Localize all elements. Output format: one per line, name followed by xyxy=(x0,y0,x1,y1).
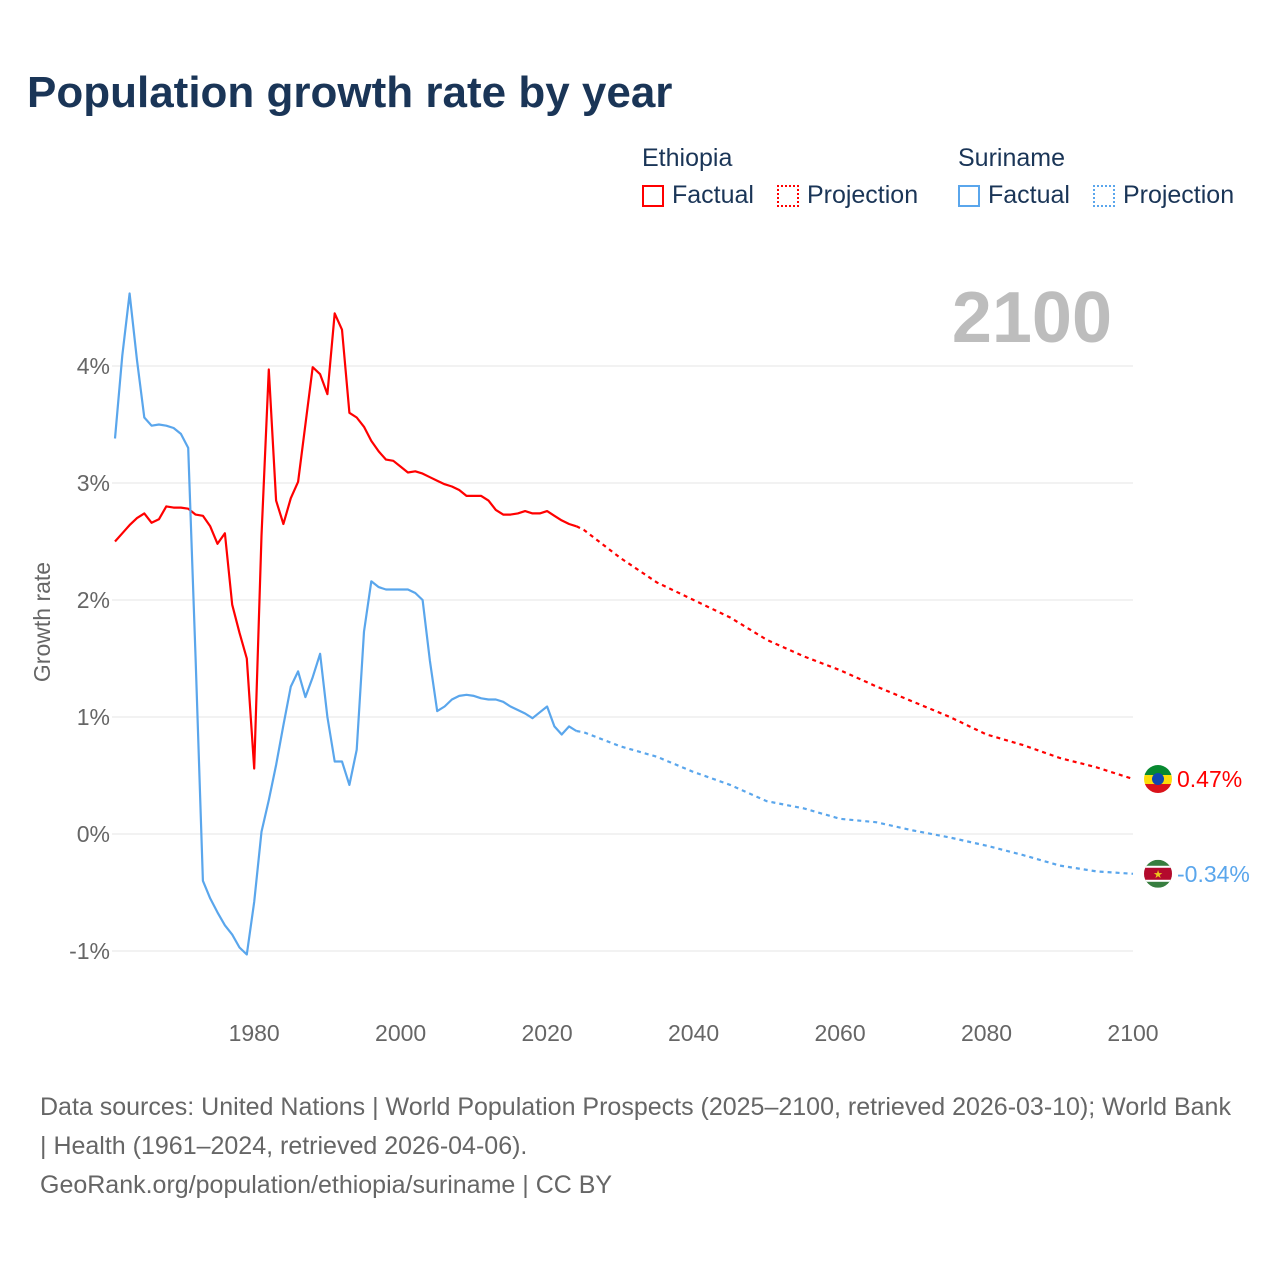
legend-label: Factual xyxy=(988,181,1070,209)
suriname-end-label: -0.34% xyxy=(1177,861,1250,887)
legend-suriname-projection[interactable]: Projection xyxy=(1092,181,1235,210)
x-tick-label: 2080 xyxy=(961,1020,1012,1046)
flag-emblem xyxy=(1152,773,1164,786)
legend-group-name: Ethiopia xyxy=(642,144,733,172)
x-tick-label: 1980 xyxy=(229,1020,280,1046)
solid-swatch-icon xyxy=(958,184,980,207)
ethiopia-end-label: 0.47% xyxy=(1177,766,1242,792)
suriname-factual-line xyxy=(113,292,577,956)
legend-ethiopia: Ethiopia Factual Projection xyxy=(642,144,934,214)
dotted-swatch-icon xyxy=(776,184,799,207)
chart-title: Population growth rate by year xyxy=(27,68,673,117)
legend-group-name: Suriname xyxy=(958,144,1065,172)
x-tick-label: 2020 xyxy=(522,1020,573,1046)
flag-stripe xyxy=(1144,765,1172,776)
legend-ethiopia-projection[interactable]: Projection xyxy=(776,181,919,210)
x-tick-label: 2000 xyxy=(375,1020,426,1046)
flag-star: ★ xyxy=(1153,869,1163,881)
year-display: 2100 xyxy=(952,278,1112,358)
y-tick-label: 1% xyxy=(77,704,110,730)
legend-label: Projection xyxy=(1122,181,1235,209)
ethiopia-factual-line xyxy=(114,312,577,770)
flag-stripe xyxy=(1144,784,1172,794)
footer: Data sources: United Nations | World Pop… xyxy=(40,1088,1240,1205)
flag-stripe xyxy=(1144,867,1172,880)
suriname-projection-line xyxy=(576,729,1134,875)
x-tick-label: 2040 xyxy=(668,1020,719,1046)
y-axis-label: Growth rate xyxy=(29,562,55,682)
x-tick-label: 2100 xyxy=(1107,1020,1158,1046)
y-tick-label: 4% xyxy=(77,353,110,379)
y-tick-label: 2% xyxy=(77,587,110,613)
flag: ★ xyxy=(1144,859,1172,888)
ethiopia-projection-line xyxy=(575,525,1134,781)
data-sources: Data sources: United Nations | World Pop… xyxy=(40,1093,1231,1160)
legend-label: Factual xyxy=(672,181,754,209)
legend-suriname: Suriname Factual Projection xyxy=(958,144,1234,214)
ethiopia-flag-icon xyxy=(1144,765,1172,794)
x-tick-label: 2060 xyxy=(814,1020,865,1046)
legend-ethiopia-factual[interactable]: Factual xyxy=(642,181,754,210)
legend-suriname-factual[interactable]: Factual xyxy=(958,181,1070,210)
legend-label: Projection xyxy=(806,181,919,209)
solid-swatch-icon xyxy=(642,184,664,207)
source-link[interactable]: GeoRank.org/population/ethiopia/suriname… xyxy=(40,1171,613,1199)
y-tick-label: 3% xyxy=(77,470,110,496)
suriname-flag-icon: ★ xyxy=(1144,859,1172,888)
y-tick-label: -1% xyxy=(69,938,110,964)
dotted-swatch-icon xyxy=(1092,184,1115,207)
flag xyxy=(1144,765,1172,794)
y-tick-label: 0% xyxy=(77,821,110,847)
